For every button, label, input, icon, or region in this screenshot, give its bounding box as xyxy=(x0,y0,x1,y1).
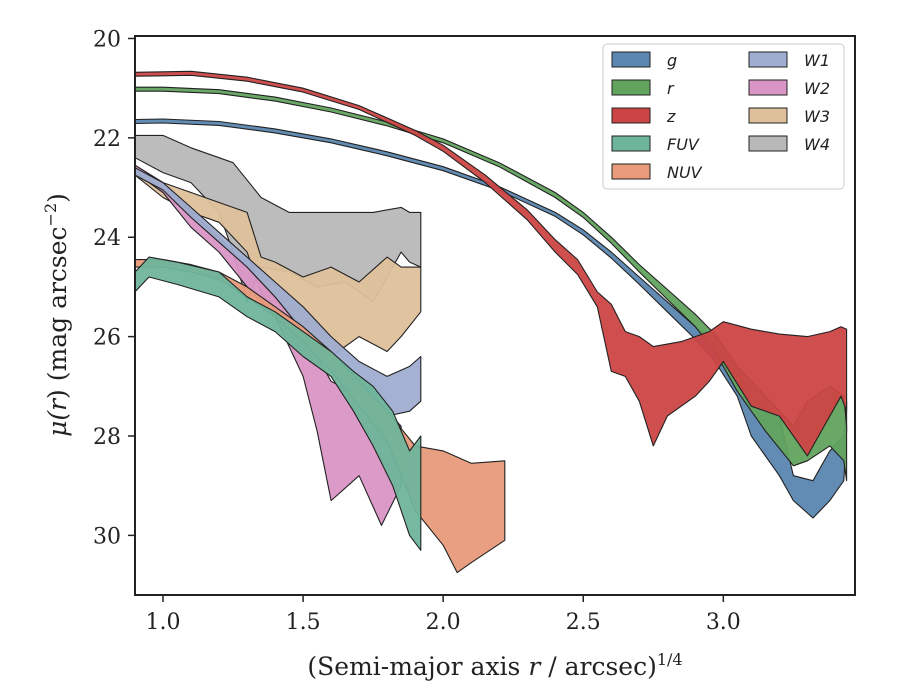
y-tick-label: 24 xyxy=(93,226,121,251)
legend-label-w3: W3 xyxy=(804,107,830,126)
band-w3 xyxy=(134,164,422,358)
x-tick-label: 2.5 xyxy=(566,610,601,635)
legend-swatch-g xyxy=(611,51,651,68)
legend-label-w4: W4 xyxy=(804,135,830,154)
y-tick-label: 26 xyxy=(93,326,121,351)
y-tick-label: 28 xyxy=(93,425,121,450)
legend: grz FUV NUV W1 W2 W3 W4 xyxy=(602,43,845,190)
x-axis-label: (Semi-major axis r / arcsec)1/4 xyxy=(307,650,682,681)
x-tick-label: 3.0 xyxy=(706,610,741,635)
band-w4 xyxy=(134,134,422,303)
band-z xyxy=(134,70,848,457)
legend-label-nuv: NUV xyxy=(667,163,703,182)
legend-label-z: z xyxy=(666,107,676,126)
y-tick-label: 30 xyxy=(93,524,121,549)
band-w1 xyxy=(134,167,422,417)
x-tick-label: 2.0 xyxy=(426,610,461,635)
legend-label-fuv: FUV xyxy=(667,135,700,154)
y-axis-ticks: 20 22 24 26 28 30 xyxy=(93,27,135,549)
legend-swatch-w4 xyxy=(748,135,788,152)
legend-label-r: r xyxy=(667,79,675,98)
legend-swatch-w1 xyxy=(748,51,788,68)
legend-swatch-w2 xyxy=(748,79,788,96)
legend-label-w1: W1 xyxy=(804,51,830,70)
legend-label-w2: W2 xyxy=(804,79,830,98)
x-tick-label: 1.5 xyxy=(286,610,321,635)
y-axis-label: μ(r) (mag arcsec−2) xyxy=(41,193,72,437)
data-bands xyxy=(134,70,848,574)
x-axis-ticks: 1.0 1.5 2.0 2.5 3.0 xyxy=(146,595,741,635)
legend-swatch-r xyxy=(611,79,651,96)
y-tick-label: 20 xyxy=(93,27,121,52)
band-r xyxy=(134,86,848,482)
legend-swatch-w3 xyxy=(748,107,788,124)
legend-swatch-nuv xyxy=(611,163,651,180)
legend-swatch-z xyxy=(611,107,651,124)
y-tick-label: 22 xyxy=(93,127,121,152)
legend-label-g: g xyxy=(667,51,677,70)
x-tick-label: 1.0 xyxy=(146,610,181,635)
band-fuv xyxy=(134,256,422,551)
legend-swatch-fuv xyxy=(611,135,651,152)
plot-frame xyxy=(134,35,856,596)
